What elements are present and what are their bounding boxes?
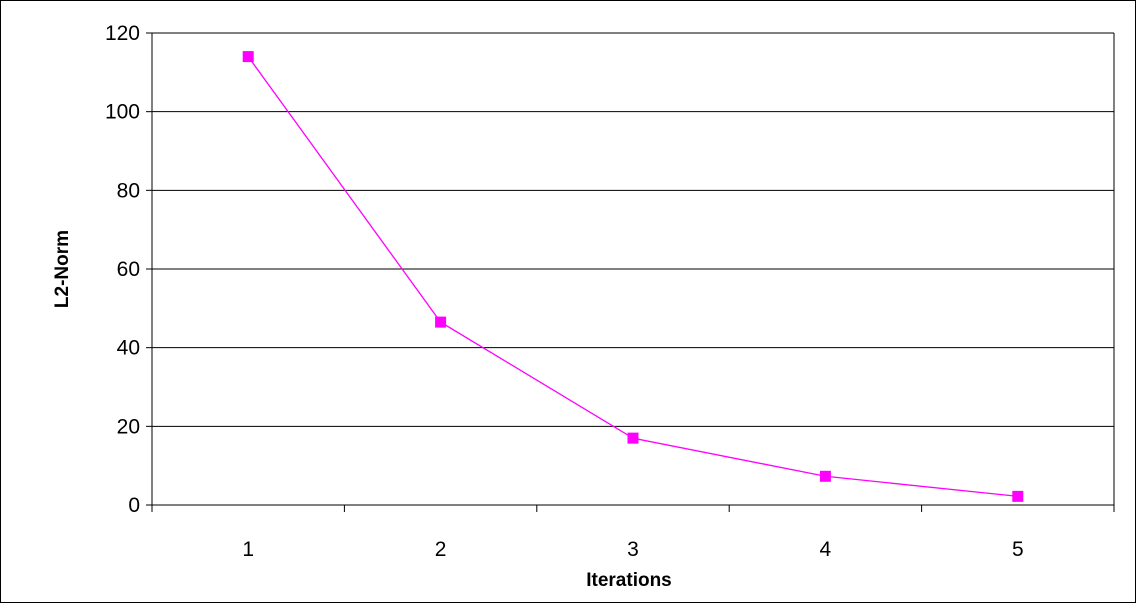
- y-tick-label-20: 20: [117, 415, 140, 438]
- data-point-2: [435, 316, 447, 328]
- y-tick-label-100: 100: [105, 101, 140, 124]
- x-tick-label-2: 2: [435, 538, 447, 561]
- y-tick-label-60: 60: [117, 258, 140, 281]
- x-axis-title: Iterations: [586, 570, 672, 591]
- data-series: [242, 51, 1024, 502]
- data-point-5: [1012, 490, 1024, 502]
- x-tick-label-1: 1: [242, 538, 254, 561]
- y-tick-label-0: 0: [128, 494, 140, 517]
- data-point-1: [242, 51, 254, 63]
- y-tick-label-40: 40: [117, 337, 140, 360]
- y-tick-labels: 0 20 40 60 80 100 120: [105, 22, 140, 517]
- gridlines: [152, 32, 1114, 427]
- y-tick-label-80: 80: [117, 179, 140, 202]
- axes: [146, 32, 1115, 512]
- x-tick-label-5: 5: [1012, 538, 1024, 561]
- x-tick-labels: 1 2 3 4 5: [242, 538, 1023, 561]
- data-point-4: [819, 470, 831, 482]
- x-tick-label-4: 4: [820, 538, 832, 561]
- y-tick-label-120: 120: [105, 22, 140, 45]
- series-line-0: [247, 56, 1018, 497]
- x-tick-label-3: 3: [627, 538, 639, 561]
- data-point-3: [627, 432, 639, 444]
- y-axis-title: L2-Norm: [52, 230, 73, 308]
